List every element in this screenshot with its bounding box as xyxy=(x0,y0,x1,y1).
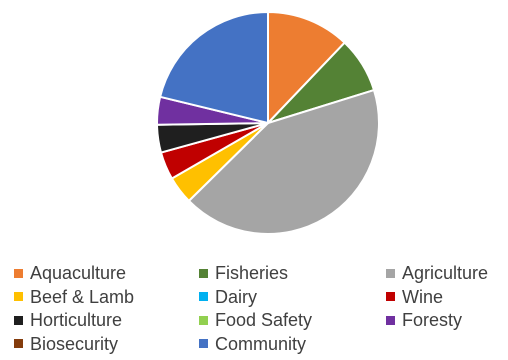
legend-label: Biosecurity xyxy=(30,333,119,354)
legend-item-wine: Wine xyxy=(386,286,443,308)
legend-swatch xyxy=(199,268,208,278)
pie-slice-community xyxy=(159,11,269,124)
legend-swatch xyxy=(199,339,208,348)
legend-swatch xyxy=(14,268,23,278)
legend-item-aquaculture: Aquaculture xyxy=(14,262,126,284)
pie-slices xyxy=(156,11,380,235)
legend-item-dairy: Dairy xyxy=(199,286,257,308)
legend-swatch xyxy=(386,315,395,325)
legend-item-fisheries: Fisheries xyxy=(199,262,288,284)
legend-swatch xyxy=(386,268,395,278)
legend-label: Food Safety xyxy=(215,310,313,330)
legend-label: Fisheries xyxy=(215,263,289,283)
pie-slice-agriculture xyxy=(187,89,380,235)
legend-item-community: Community xyxy=(199,333,306,355)
legend-label: Agriculture xyxy=(402,263,489,283)
legend-swatch xyxy=(386,292,395,301)
legend-item-horticulture: Horticulture xyxy=(14,309,122,331)
legend-swatch xyxy=(199,315,208,325)
chart-legend: Aquaculture Fisheries Agriculture Beef & La… xyxy=(14,262,508,360)
legend-item-foresty: Foresty xyxy=(386,309,462,331)
legend-swatch xyxy=(14,315,23,325)
pie-slice-aquaculture xyxy=(267,11,346,124)
legend-swatch xyxy=(14,339,23,348)
legend-label: Dairy xyxy=(215,286,258,307)
legend-label: Beef & Lamb xyxy=(30,286,135,307)
legend-item-beef-lamb: Beef & Lamb xyxy=(14,286,134,308)
legend-swatch xyxy=(14,292,23,301)
legend-label: Community xyxy=(215,333,307,354)
legend-label: Foresty xyxy=(402,310,463,330)
legend-swatch xyxy=(199,292,208,301)
pie-chart-svg xyxy=(156,11,380,235)
legend-label: Wine xyxy=(402,286,444,307)
legend-item-agriculture: Agriculture xyxy=(386,262,488,284)
legend-label: Horticulture xyxy=(30,310,123,330)
legend-item-biosecurity: Biosecurity xyxy=(14,333,118,355)
legend-label: Aquaculture xyxy=(30,263,127,283)
legend-item-food-safety: Food Safety xyxy=(199,309,312,331)
